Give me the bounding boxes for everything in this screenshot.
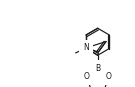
Text: N: N (83, 44, 89, 52)
Text: O: O (84, 72, 90, 81)
Text: O: O (106, 72, 112, 81)
Text: B: B (95, 64, 100, 73)
